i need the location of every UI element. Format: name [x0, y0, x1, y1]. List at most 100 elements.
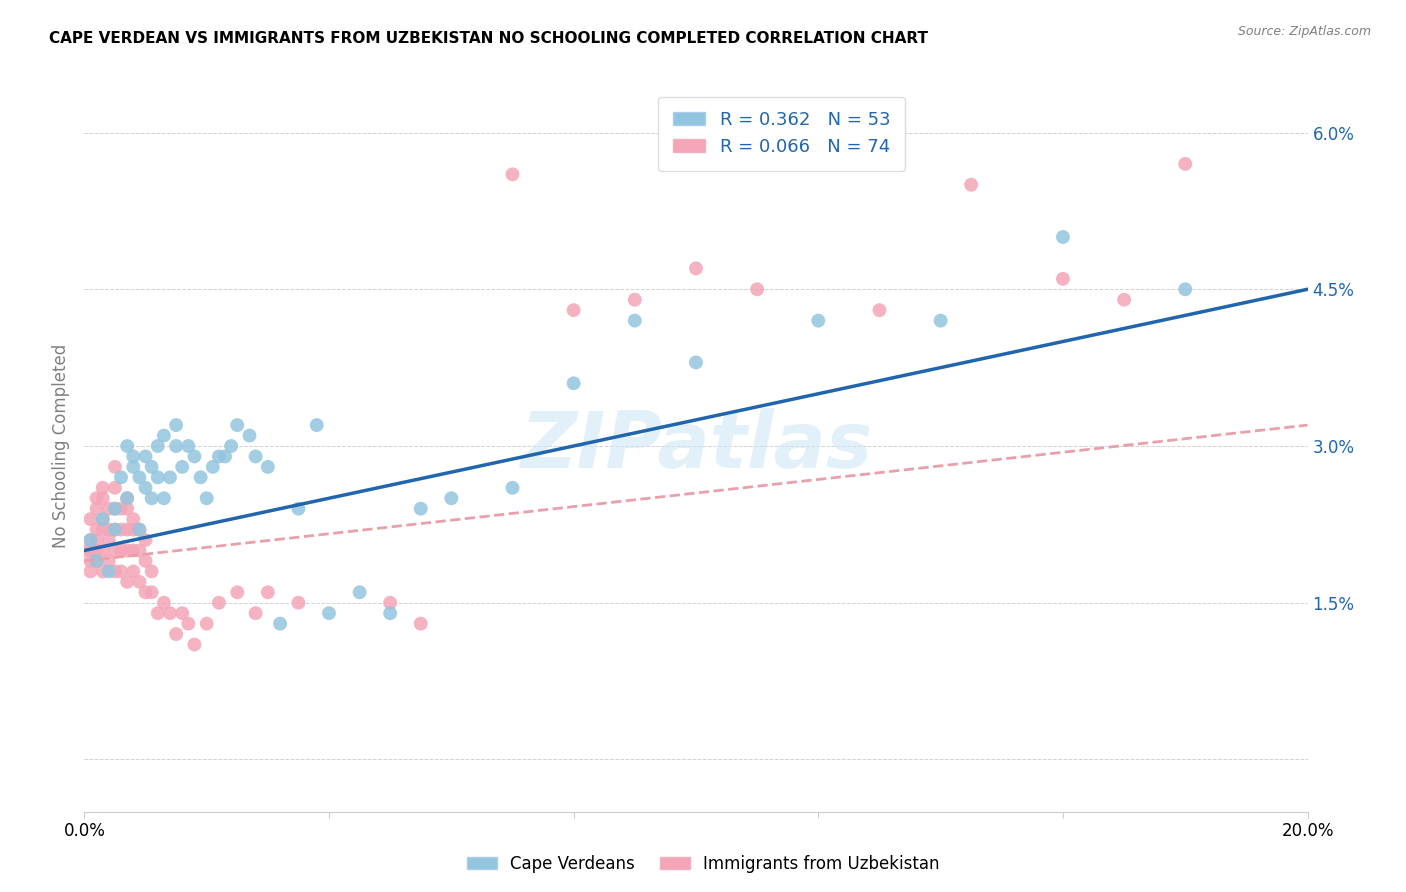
Point [146, 606, 169, 620]
Point [245, 450, 267, 464]
Point [115, 523, 138, 537]
Point [685, 355, 707, 369]
Point [960, 178, 983, 192]
Point [747, 282, 769, 296]
Point [79, 543, 101, 558]
Point [685, 261, 707, 276]
Point [86, 501, 108, 516]
Point [219, 439, 242, 453]
Point [86, 523, 108, 537]
Point [86, 554, 108, 568]
Point [115, 543, 138, 558]
Point [409, 501, 432, 516]
Point [195, 616, 218, 631]
Point [165, 627, 187, 641]
Point [97, 533, 120, 547]
Point [1174, 157, 1197, 171]
Point [122, 450, 145, 464]
Legend: R = 0.362   N = 53, R = 0.066   N = 74: R = 0.362 N = 53, R = 0.066 N = 74 [658, 96, 905, 170]
Point [104, 501, 127, 516]
Point [110, 470, 132, 484]
Point [110, 565, 132, 579]
Point [79, 533, 101, 547]
Point [79, 533, 101, 547]
Point [86, 554, 108, 568]
Point [195, 491, 218, 506]
Point [122, 512, 145, 526]
Point [502, 167, 524, 181]
Point [183, 638, 205, 652]
Point [122, 459, 145, 474]
Point [318, 606, 340, 620]
Point [122, 523, 145, 537]
Point [97, 554, 120, 568]
Point [440, 491, 463, 506]
Point [122, 565, 145, 579]
Point [1174, 282, 1197, 296]
Point [238, 428, 260, 442]
Point [91, 491, 114, 506]
Point [287, 501, 309, 516]
Y-axis label: No Schooling Completed: No Schooling Completed [52, 344, 70, 548]
Point [122, 543, 145, 558]
Point [141, 565, 163, 579]
Point [79, 554, 101, 568]
Point [502, 481, 524, 495]
Point [104, 523, 127, 537]
Text: ZIPatlas: ZIPatlas [520, 408, 872, 484]
Point [183, 450, 205, 464]
Point [91, 565, 114, 579]
Point [128, 543, 150, 558]
Point [1052, 272, 1074, 286]
Point [287, 596, 309, 610]
Point [128, 523, 150, 537]
Point [128, 574, 150, 589]
Point [380, 606, 402, 620]
Point [86, 543, 108, 558]
Point [159, 606, 181, 620]
Point [165, 439, 187, 453]
Point [110, 523, 132, 537]
Point [165, 418, 187, 433]
Point [91, 523, 114, 537]
Point [1052, 230, 1074, 244]
Point [97, 565, 120, 579]
Point [172, 606, 194, 620]
Point [208, 596, 231, 610]
Point [562, 303, 585, 318]
Point [624, 313, 647, 327]
Point [115, 491, 138, 506]
Point [624, 293, 647, 307]
Point [135, 533, 157, 547]
Point [104, 565, 127, 579]
Point [153, 596, 176, 610]
Point [208, 450, 231, 464]
Point [257, 459, 280, 474]
Point [562, 376, 585, 391]
Point [146, 470, 169, 484]
Point [91, 512, 114, 526]
Point [110, 501, 132, 516]
Point [305, 418, 328, 433]
Point [115, 574, 138, 589]
Point [153, 428, 176, 442]
Point [177, 616, 200, 631]
Point [79, 512, 101, 526]
Point [104, 523, 127, 537]
Point [1114, 293, 1136, 307]
Point [110, 543, 132, 558]
Point [141, 491, 163, 506]
Point [135, 450, 157, 464]
Point [115, 501, 138, 516]
Point [929, 313, 952, 327]
Point [91, 481, 114, 495]
Text: CAPE VERDEAN VS IMMIGRANTS FROM UZBEKISTAN NO SCHOOLING COMPLETED CORRELATION CH: CAPE VERDEAN VS IMMIGRANTS FROM UZBEKIST… [49, 31, 928, 46]
Point [807, 313, 830, 327]
Point [141, 585, 163, 599]
Point [128, 523, 150, 537]
Point [104, 501, 127, 516]
Point [214, 450, 236, 464]
Point [115, 491, 138, 506]
Legend: Cape Verdeans, Immigrants from Uzbekistan: Cape Verdeans, Immigrants from Uzbekista… [460, 848, 946, 880]
Point [245, 606, 267, 620]
